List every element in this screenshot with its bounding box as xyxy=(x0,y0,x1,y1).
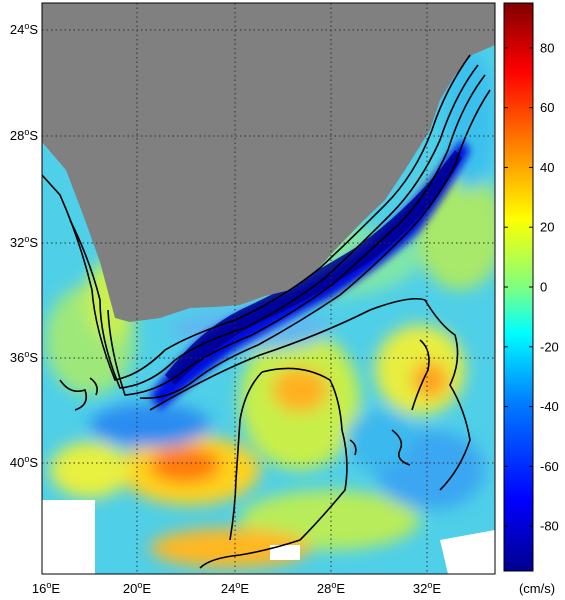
bathymetry-contours xyxy=(42,54,491,569)
map-plot-area xyxy=(42,3,495,574)
colorbar-tick-label: 40 xyxy=(540,160,554,175)
colorbar-tick-label: -20 xyxy=(540,339,559,354)
latitude-labels: 24oS 28oS 32oS 36oS 40oS xyxy=(10,21,38,470)
lat-label-40s: 40oS xyxy=(10,454,38,470)
colorbar-tick-label: 60 xyxy=(540,100,554,115)
colorbar-ticks: 80 60 40 20 0 -20 -40 -60 -80 xyxy=(504,40,559,534)
no-data-region-west xyxy=(42,500,95,574)
colorbar-tick-label: -60 xyxy=(540,459,559,474)
agulhas-current-core xyxy=(150,140,470,410)
lat-label-28s: 28oS xyxy=(10,127,38,143)
longitude-labels: 16oE 20oE 24oE 28oE 32oE xyxy=(32,580,441,596)
colorbar: 80 60 40 20 0 -20 -40 -60 -80 (cm/s) xyxy=(503,2,559,596)
colorbar-unit-label: (cm/s) xyxy=(519,581,555,596)
lat-label-32s: 32oS xyxy=(10,234,38,250)
lon-label-32e: 32oE xyxy=(413,580,441,596)
no-data-region-east xyxy=(440,530,495,574)
colorbar-tick-label: 20 xyxy=(540,220,554,235)
colorbar-tick-label: 80 xyxy=(540,40,554,55)
land-mass-southern-africa xyxy=(42,3,495,322)
lat-label-24s: 24oS xyxy=(10,21,38,37)
no-data-region-center xyxy=(270,545,300,560)
lon-label-24e: 24oE xyxy=(221,580,249,596)
colorbar-tick-label: 0 xyxy=(540,280,547,295)
map-gridlines xyxy=(42,3,495,574)
map-frame xyxy=(41,2,496,575)
colorbar-tick-label: -80 xyxy=(540,519,559,534)
colorbar-tick-label: -40 xyxy=(540,399,559,414)
agulhas-current-max xyxy=(165,150,462,385)
lon-label-20e: 20oE xyxy=(123,580,151,596)
colorbar-scale xyxy=(503,2,534,572)
lon-label-16e: 16oE xyxy=(32,580,60,596)
lat-label-36s: 36oS xyxy=(10,349,38,365)
lon-label-28e: 28oE xyxy=(317,580,345,596)
